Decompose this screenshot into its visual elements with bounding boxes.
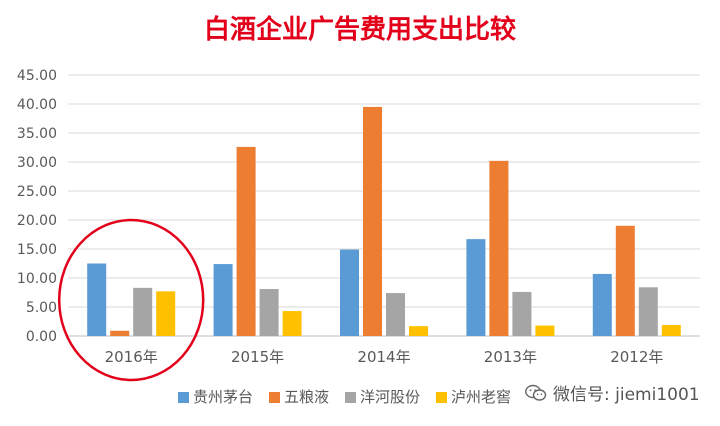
y-axis-ticks: 0.00 5.00 10.00 15.00 20.00 25.00 30.00 35.00 40… <box>17 68 57 345</box>
bar <box>236 146 256 336</box>
legend: 贵州茅台 五粮液 洋河股份 泸州老窖 <box>178 388 511 406</box>
y-tick-label: 30.00 <box>17 155 57 171</box>
y-tick-label: 40.00 <box>17 97 57 113</box>
y-tick-label: 35.00 <box>17 126 57 142</box>
legend-label: 洋河股份 <box>360 388 420 406</box>
y-tick-label: 10.00 <box>17 271 57 287</box>
bar <box>638 287 658 336</box>
watermark-text: 微信号: jiemi1001 <box>553 385 700 405</box>
y-tick-label: 25.00 <box>17 184 57 200</box>
bar <box>512 291 532 336</box>
highlight-circle <box>57 218 205 382</box>
bar <box>133 287 153 336</box>
bar <box>386 293 405 336</box>
bar <box>340 249 359 336</box>
x-tick-label: 2015年 <box>231 348 284 366</box>
legend-label: 贵州茅台 <box>193 388 253 406</box>
bar <box>363 106 382 337</box>
bar <box>615 225 635 336</box>
bar <box>213 264 233 336</box>
y-tick-label: 45.00 <box>17 68 57 84</box>
bar <box>156 291 176 336</box>
bar <box>409 326 428 336</box>
x-tick-label: 2016年 <box>105 348 158 366</box>
x-tick-label: 2012年 <box>610 348 663 366</box>
bar <box>661 324 681 336</box>
x-tick-label: 2013年 <box>484 348 537 366</box>
legend-swatch <box>178 392 189 403</box>
y-tick-label: 20.00 <box>17 213 57 229</box>
y-tick-label: 15.00 <box>17 242 57 258</box>
wechat-icon <box>525 384 547 401</box>
legend-label: 五粮液 <box>284 388 329 406</box>
watermark: 微信号: jiemi1001 <box>525 380 700 405</box>
bar <box>110 330 130 336</box>
legend-swatch <box>436 392 447 403</box>
chart-title: 白酒企业广告费用支出比较 <box>204 14 516 45</box>
x-axis-ticks: 2016年 2015年 2014年 2013年 2012年 <box>105 348 664 366</box>
bar <box>592 273 612 336</box>
legend-swatch <box>269 392 280 403</box>
annotations <box>57 218 205 382</box>
bar <box>466 239 486 336</box>
bars <box>87 106 681 337</box>
legend-swatch <box>345 392 356 403</box>
bar <box>259 289 279 336</box>
legend-label: 泸州老窖 <box>451 388 511 406</box>
bar <box>489 160 509 336</box>
bar <box>87 263 107 336</box>
y-tick-label: 5.00 <box>26 300 57 316</box>
y-tick-label: 0.00 <box>26 329 57 345</box>
x-tick-label: 2014年 <box>357 348 410 366</box>
bar <box>282 311 302 336</box>
bar <box>535 325 555 336</box>
